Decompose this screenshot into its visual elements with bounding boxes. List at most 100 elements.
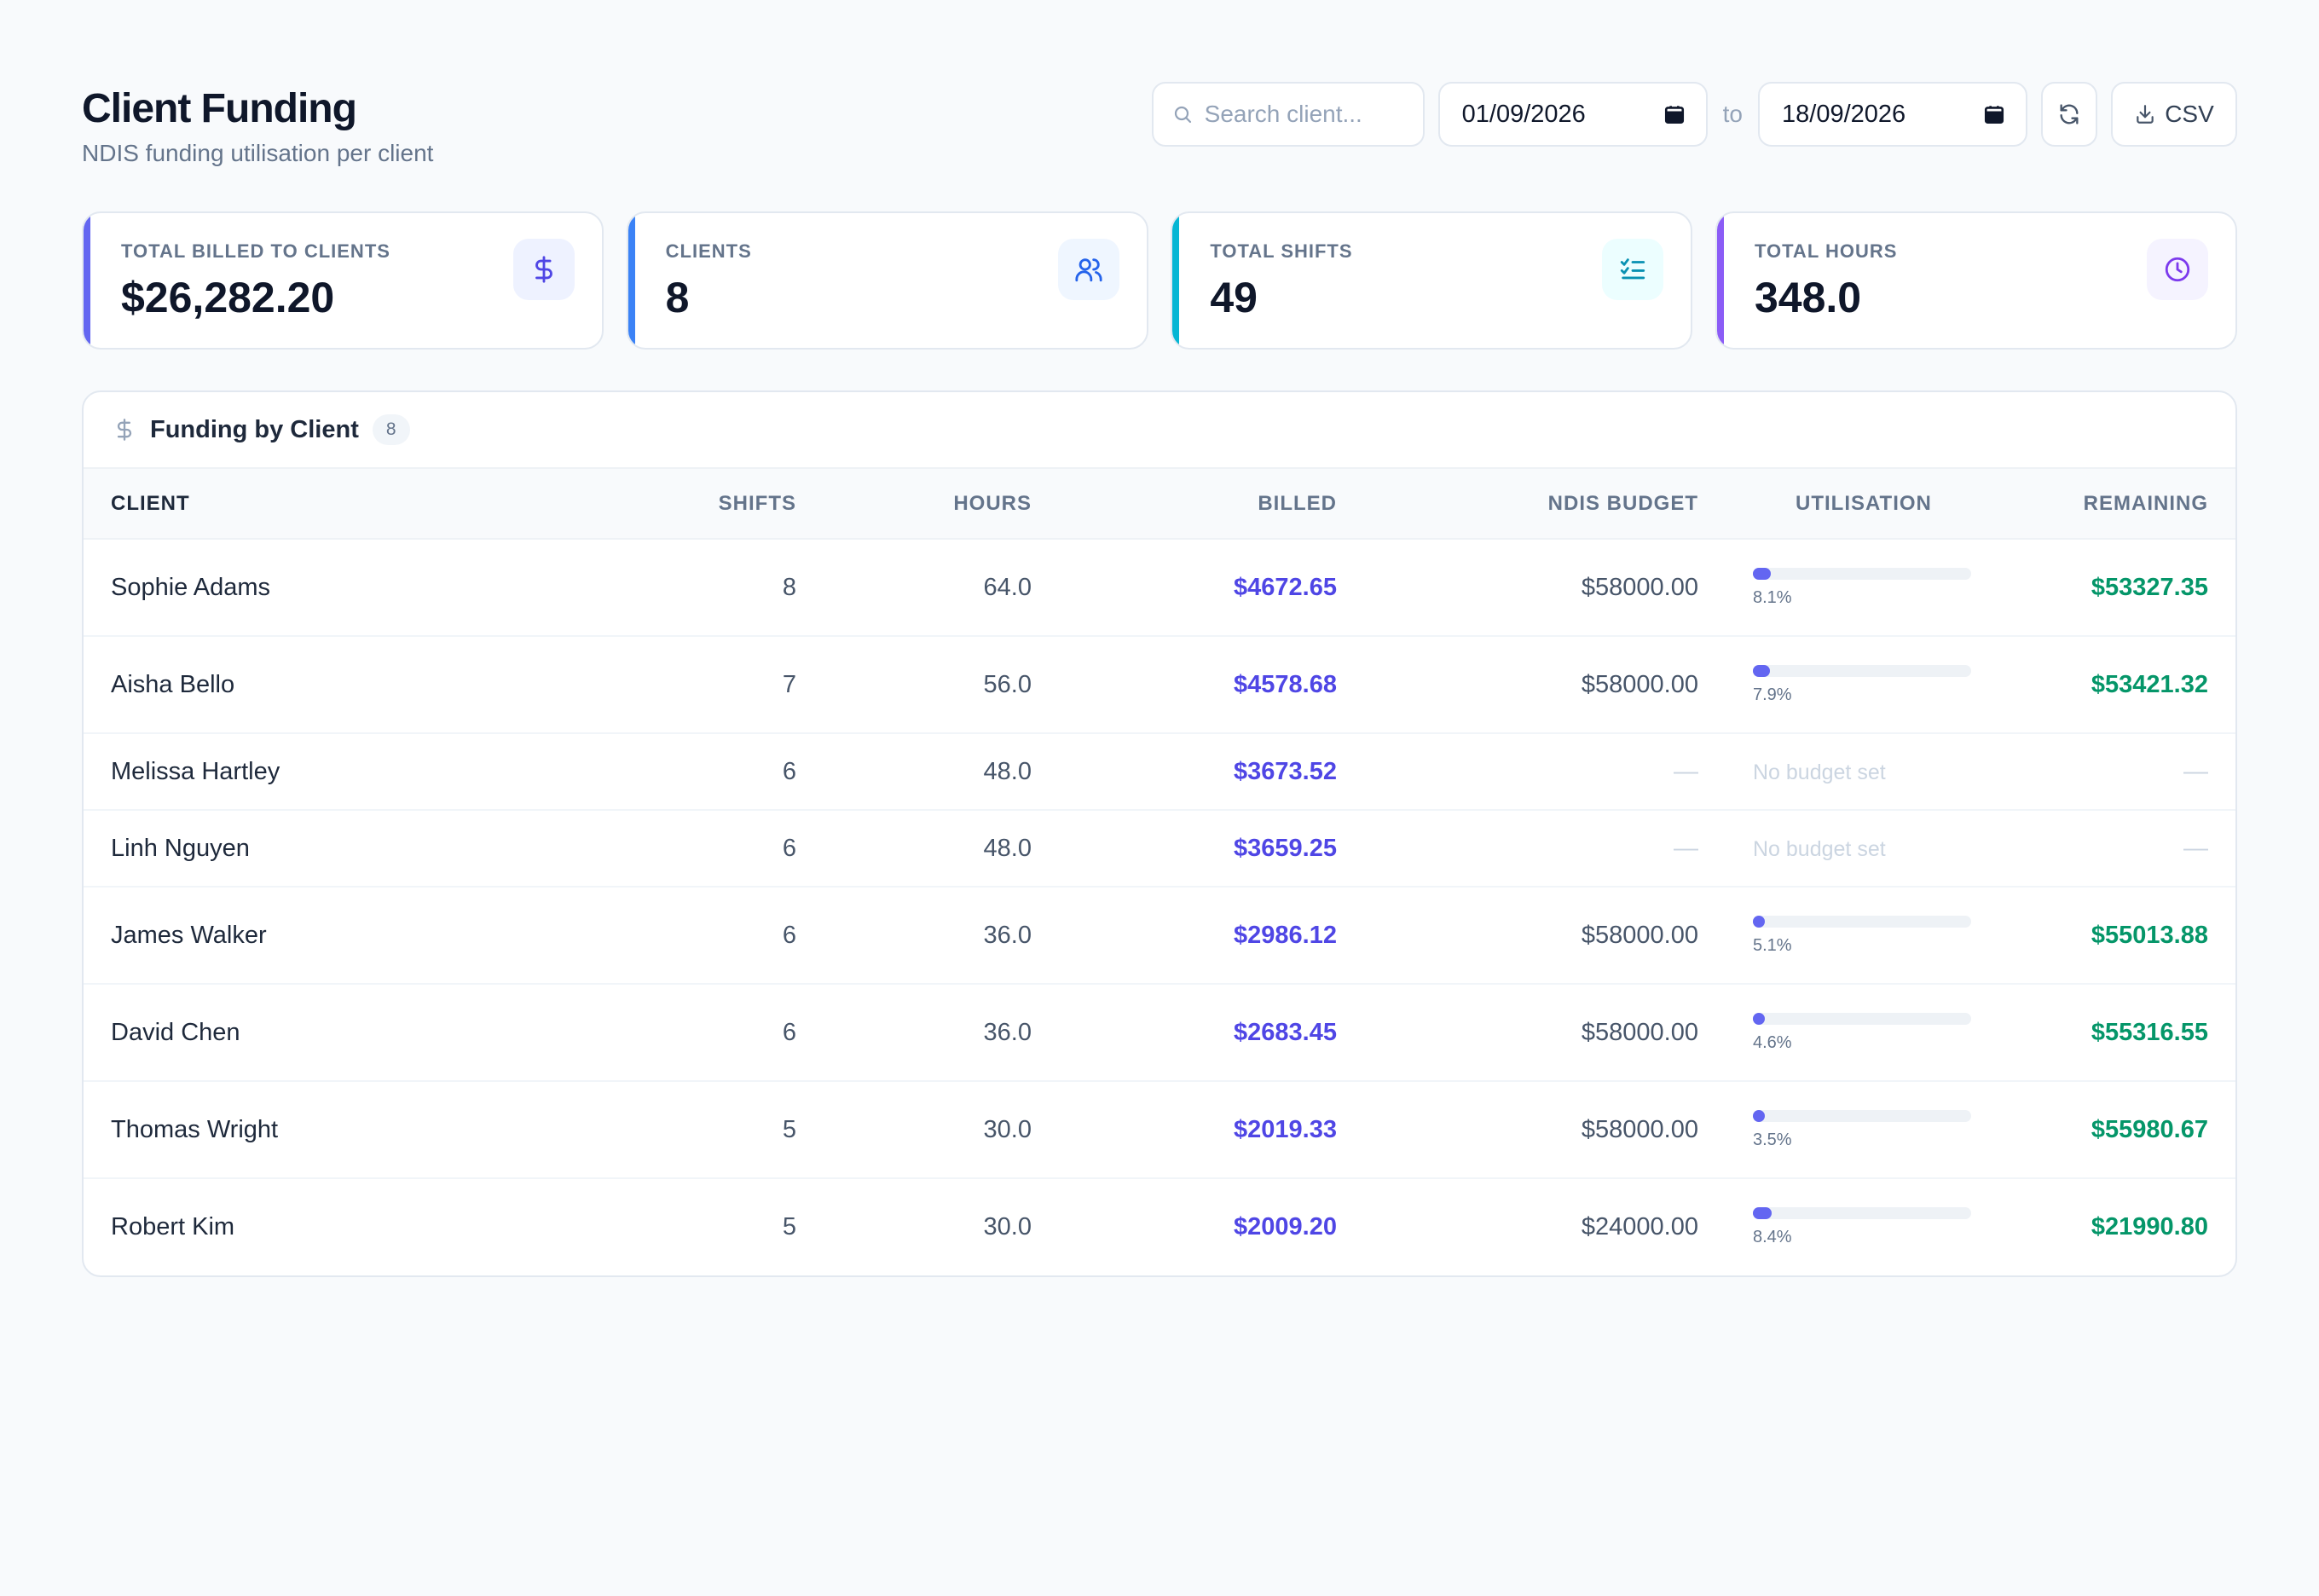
page-subtitle: NDIS funding utilisation per client (82, 140, 434, 166)
date-to-input[interactable]: 18/09/2026 (1758, 82, 2027, 147)
stat-label: TOTAL HOURS (1754, 240, 1898, 262)
stat-icon-box (1602, 239, 1664, 300)
table-header-row: CLIENT SHIFTS HOURS BILLED NDIS BUDGET U… (84, 469, 2235, 540)
no-budget-text: No budget set (1753, 836, 1886, 861)
table-row[interactable]: Robert Kim 5 30.0 $2009.20 $24000.00 8.4% $219… (84, 1178, 2235, 1275)
utilisation-percent: 7.9% (1753, 685, 1792, 704)
cell-remaining: $55013.88 (1971, 887, 2235, 985)
cell-billed: $2009.20 (1234, 1213, 1337, 1240)
utilisation-bar (1753, 915, 1971, 928)
utilisation-bar (1753, 664, 1971, 677)
cell-ndis-budget: $58000.00 (1337, 1081, 1698, 1179)
page-header: Client Funding NDIS funding utilisation … (82, 82, 2237, 176)
cell-hours: 48.0 (796, 733, 1032, 811)
search-icon (1174, 106, 1191, 124)
funding-table-panel: Funding by Client 8 CLIENT SHIFTS HOURS … (82, 390, 2237, 1277)
utilisation-bar (1753, 567, 1971, 580)
cell-ndis-budget: $58000.00 (1337, 539, 1698, 637)
cell-hours: 64.0 (796, 539, 1032, 637)
cell-utilisation: No budget set (1698, 810, 1971, 888)
cell-billed: $4578.68 (1032, 636, 1337, 734)
export-csv-button[interactable]: CSV (2111, 82, 2237, 147)
cell-billed: $4672.65 (1032, 539, 1337, 637)
date-range-separator: to (1722, 101, 1743, 127)
utilisation-percent: 8.1% (1753, 587, 1792, 607)
stat-card-total-shifts: TOTAL SHIFTS 49 (1171, 211, 1693, 350)
refresh-button[interactable] (2041, 82, 2097, 147)
table-body: Sophie Adams 8 64.0 $4672.65 $58000.00 8.1% $5… (84, 539, 2235, 1275)
table-row[interactable]: Sophie Adams 8 64.0 $4672.65 $58000.00 8.1% $5… (84, 539, 2235, 637)
utilisation-fill (1753, 664, 1771, 677)
download-icon (2137, 105, 2154, 124)
stat-card-total-hours: TOTAL HOURS 348.0 (1715, 211, 2237, 350)
card-accent (1716, 213, 1724, 348)
search-input[interactable] (1204, 101, 1409, 128)
client-funding-page: Client Funding NDIS funding utilisation … (82, 82, 2237, 1277)
clock-icon (2165, 257, 2190, 282)
column-header-utilisation[interactable]: UTILISATION (1698, 469, 1971, 540)
cell-shifts: 5 (782, 1213, 796, 1240)
column-header-remaining[interactable]: REMAINING (1971, 469, 2235, 540)
utilisation-fill (1753, 915, 1765, 928)
utilisation-fill (1753, 1109, 1765, 1122)
cell-shifts: 6 (561, 733, 796, 811)
cell-billed: $2683.45 (1032, 984, 1337, 1082)
utilisation-percent: 4.6% (1753, 1032, 1792, 1052)
table-row[interactable]: Aisha Bello 7 56.0 $4578.68 $58000.00 7.9% $53… (84, 636, 2235, 734)
stat-card-total-billed: TOTAL BILLED TO CLIENTS $26,282.20 (82, 211, 604, 350)
toolbar: 01/09/2026 to 18/09/2026 CSV (1151, 82, 2237, 147)
cell-remaining: $53327.35 (1971, 539, 2235, 637)
stat-card-clients: CLIENTS 8 (626, 211, 1148, 350)
stat-value: 49 (1210, 274, 1258, 321)
column-header-client[interactable]: CLIENT (84, 469, 561, 540)
utilisation-bar (1753, 1109, 1971, 1122)
cell-shifts: 6 (561, 984, 796, 1082)
cell-hours: 30.0 (983, 1213, 1032, 1240)
stat-icon-box (513, 239, 575, 300)
cell-hours: 36.0 (796, 984, 1032, 1082)
table-row[interactable]: James Walker 6 36.0 $2986.12 $58000.00 5.1% $5… (84, 887, 2235, 985)
column-header-ndis-budget[interactable]: NDIS BUDGET (1337, 469, 1698, 540)
cell-shifts: 6 (561, 810, 796, 888)
column-header-billed[interactable]: BILLED (1032, 469, 1337, 540)
cell-remaining: $55980.67 (1971, 1081, 2235, 1179)
cell-billed: $2986.12 (1032, 887, 1337, 985)
table-row[interactable]: David Chen 6 36.0 $2683.45 $58000.00 4.6% $553… (84, 984, 2235, 1082)
cell-hours: 36.0 (796, 887, 1032, 985)
cell-remaining: — (1971, 810, 2235, 888)
cell-shifts: 6 (561, 887, 796, 985)
date-from-input[interactable]: 01/09/2026 (1437, 82, 1708, 147)
card-accent (84, 213, 90, 348)
search-box[interactable] (1151, 82, 1425, 147)
page-title: Client Funding (82, 86, 357, 131)
cell-utilisation: 3.5% (1698, 1081, 1971, 1179)
cell-billed: $3673.52 (1032, 733, 1337, 811)
dollar-icon (535, 256, 552, 283)
table-row[interactable]: Melissa Hartley 6 48.0 $3673.52— No budget s… (84, 733, 2235, 811)
cell-utilisation: 8.4% (1698, 1178, 1971, 1275)
cell-ndis-budget: — (1337, 733, 1698, 811)
panel-header: Funding by Client 8 (84, 392, 2235, 469)
cell-shifts: 5 (561, 1081, 796, 1179)
stat-value: 348.0 (1754, 274, 1862, 321)
table-row[interactable]: Thomas Wright 5 30.0 $2019.33 $58000.00 3.5% $… (84, 1081, 2235, 1179)
stat-label: TOTAL SHIFTS (1210, 240, 1353, 262)
cell-utilisation: No budget set (1698, 733, 1971, 811)
column-header-shifts[interactable]: SHIFTS (561, 469, 796, 540)
stat-cards: TOTAL BILLED TO CLIENTS $26,282.20 CLIEN… (82, 211, 2237, 350)
cell-client: Melissa Hartley (84, 733, 561, 811)
utilisation-percent: 5.1% (1753, 935, 1792, 955)
calendar-icon[interactable] (1663, 103, 1686, 125)
utilisation-fill (1753, 567, 1771, 580)
cell-client: Sophie Adams (84, 539, 561, 637)
utilisation-percent: 8.4% (1753, 1228, 1792, 1246)
cell-ndis-budget: $58000.00 (1337, 636, 1698, 734)
column-header-hours[interactable]: HOURS (796, 469, 1032, 540)
cell-client: Robert Kim (111, 1213, 235, 1240)
stat-label: CLIENTS (665, 240, 752, 262)
calendar-icon[interactable] (1983, 103, 2005, 125)
cell-remaining: — (1971, 733, 2235, 811)
date-to-value: 18/09/2026 (1782, 100, 1906, 128)
funding-table: CLIENT SHIFTS HOURS BILLED NDIS BUDGET U… (84, 469, 2235, 1275)
table-row[interactable]: Linh Nguyen 6 48.0 $3659.25— No budget set — (84, 810, 2235, 888)
